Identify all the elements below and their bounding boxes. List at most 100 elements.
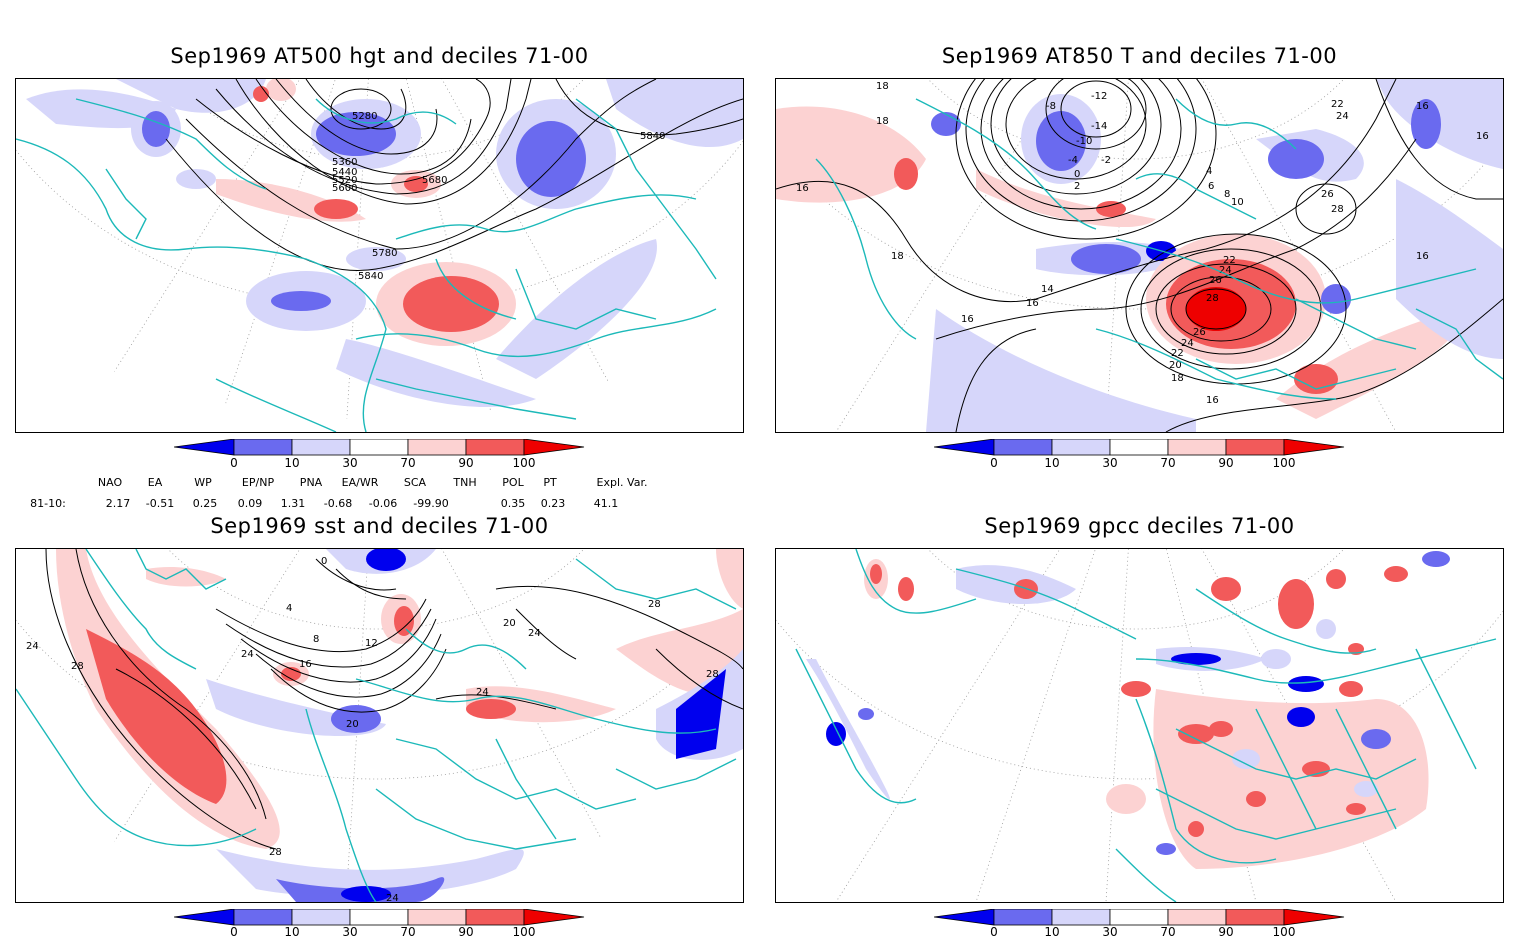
contour-label: 8 bbox=[313, 634, 319, 645]
panel-title-hgt500: Sep1969 AT500 hgt and deciles 71-00 bbox=[170, 44, 589, 68]
colorbar-tick-label: 0 bbox=[990, 456, 998, 470]
colorbar-segment bbox=[523, 909, 585, 926]
contour-label: 28 bbox=[71, 661, 84, 672]
colorbar-sst bbox=[174, 909, 585, 926]
contour-label: 28 bbox=[1206, 293, 1219, 304]
contour-label: 16 bbox=[299, 659, 312, 670]
index-header: WP bbox=[194, 476, 212, 489]
index-header: SCA bbox=[403, 476, 427, 489]
contour-label: 18 bbox=[876, 116, 889, 127]
colorbar-tick-label: 100 bbox=[512, 925, 536, 939]
contour-label: 26 bbox=[1193, 327, 1206, 338]
colorbar-tick-label: 10 bbox=[1044, 456, 1060, 470]
contour-label: -14 bbox=[1091, 121, 1107, 132]
contour-label: 5280 bbox=[352, 111, 377, 122]
contour-label: 16 bbox=[1416, 251, 1429, 262]
index-header: TNH bbox=[453, 476, 477, 489]
colorbar-gpcc bbox=[934, 909, 1345, 926]
index-value: 41.1 bbox=[593, 497, 619, 510]
contour-label: 24 bbox=[1336, 111, 1349, 122]
contour-label: 28 bbox=[706, 669, 719, 680]
colorbar-segment bbox=[349, 909, 409, 926]
colorbar-tick-label: 0 bbox=[230, 456, 238, 470]
contour-label: 5600 bbox=[332, 183, 357, 194]
colorbar-segment bbox=[993, 439, 1053, 456]
colorbar-tick-label: 100 bbox=[1272, 925, 1296, 939]
colorbar-segment bbox=[174, 439, 235, 456]
map-gpcc bbox=[775, 548, 1504, 903]
contour-label: 14 bbox=[1041, 284, 1054, 295]
index-value: -0.51 bbox=[145, 497, 175, 510]
colorbar-tick-label: 70 bbox=[1160, 925, 1176, 939]
colorbar-tick-label: 70 bbox=[1160, 456, 1176, 470]
contour-label: 2 bbox=[1074, 181, 1080, 192]
contour-label: 10 bbox=[1231, 197, 1244, 208]
contour-label: 0 bbox=[321, 556, 327, 567]
contour-label: 5840 bbox=[640, 131, 665, 142]
index-header: PT bbox=[543, 476, 557, 489]
colorbar-segment bbox=[934, 909, 995, 926]
contour-label: 24 bbox=[241, 649, 254, 660]
contour-label: 18 bbox=[876, 81, 889, 92]
contour-label: 24 bbox=[476, 687, 489, 698]
contour-label: 26 bbox=[1209, 275, 1222, 286]
colorbar-tick-label: 30 bbox=[342, 456, 358, 470]
index-value: -99.90 bbox=[413, 497, 449, 510]
contour-label: 22 bbox=[1223, 255, 1236, 266]
colorbar-segment bbox=[523, 439, 585, 456]
contour-label: 5840 bbox=[358, 271, 383, 282]
contour-label: 20 bbox=[1169, 360, 1182, 371]
contour-label: 6 bbox=[1208, 181, 1214, 192]
colorbar-tick-label: 10 bbox=[284, 456, 300, 470]
map-t850-graphic: 18 18 16 -12 -14 -10 -8 -4 -2 2 0 4 6 8 … bbox=[776, 79, 1503, 432]
index-value: 2.17 bbox=[105, 497, 131, 510]
panel-title-sst: Sep1969 sst and deciles 71-00 bbox=[210, 514, 549, 538]
index-value: 0.09 bbox=[237, 497, 263, 510]
colorbar-tick-label: 90 bbox=[1218, 925, 1234, 939]
colorbar-tick-label: 30 bbox=[342, 925, 358, 939]
index-row-label: 81-10: bbox=[30, 497, 66, 510]
contour-label: 20 bbox=[346, 719, 359, 730]
colorbar-segment bbox=[233, 909, 293, 926]
colorbar-segment bbox=[291, 439, 351, 456]
colorbar-segment bbox=[291, 909, 351, 926]
contour-label: 20 bbox=[503, 618, 516, 629]
contour-label: 24 bbox=[386, 893, 399, 902]
contour-label: 16 bbox=[1416, 101, 1429, 112]
contour-label: 5440 bbox=[332, 167, 357, 178]
colorbar-segment bbox=[349, 439, 409, 456]
colorbar-tick-label: 10 bbox=[284, 925, 300, 939]
contour-label: 24 bbox=[26, 641, 39, 652]
contour-label: 5680 bbox=[422, 175, 447, 186]
colorbar-segment bbox=[1051, 439, 1111, 456]
index-header: PNA bbox=[299, 476, 323, 489]
map-sst-graphic: 24 28 0 4 8 12 16 20 24 28 24 20 24 28 2… bbox=[16, 549, 743, 902]
colorbar-segment bbox=[1283, 439, 1345, 456]
contour-label: 16 bbox=[1026, 298, 1039, 309]
contour-label: 5520 bbox=[332, 175, 357, 186]
colorbar-tick-label: 0 bbox=[230, 925, 238, 939]
colorbar-tick-label: 70 bbox=[400, 925, 416, 939]
contour-label: 18 bbox=[891, 251, 904, 262]
index-header: EA/WR bbox=[341, 476, 379, 489]
map-t850: 18 18 16 -12 -14 -10 -8 -4 -2 2 0 4 6 8 … bbox=[775, 78, 1504, 433]
contour-label: 12 bbox=[365, 638, 378, 649]
contour-label: 28 bbox=[1331, 204, 1344, 215]
contour-label: 4 bbox=[286, 603, 292, 614]
index-header: NAO bbox=[97, 476, 123, 489]
contour-label: -10 bbox=[1076, 136, 1092, 147]
index-value: -0.06 bbox=[368, 497, 398, 510]
map-sst: 24 28 0 4 8 12 16 20 24 28 24 20 24 28 2… bbox=[15, 548, 744, 903]
index-value: 0.25 bbox=[192, 497, 218, 510]
contour-label: 4 bbox=[1206, 166, 1212, 177]
contour-label: 28 bbox=[269, 847, 282, 858]
colorbar-segment bbox=[1225, 439, 1285, 456]
contour-label: 5780 bbox=[372, 248, 397, 259]
contour-label: 24 bbox=[528, 628, 541, 639]
map-hgt500: 5280 5360 5440 5520 5600 5680 5780 5840 … bbox=[15, 78, 744, 433]
index-header: EP/NP bbox=[241, 476, 275, 489]
index-header: Expl. Var. bbox=[596, 476, 648, 489]
colorbar-segment bbox=[1225, 909, 1285, 926]
colorbar-segment bbox=[407, 909, 467, 926]
panel-title-gpcc: Sep1969 gpcc deciles 71-00 bbox=[984, 514, 1295, 538]
